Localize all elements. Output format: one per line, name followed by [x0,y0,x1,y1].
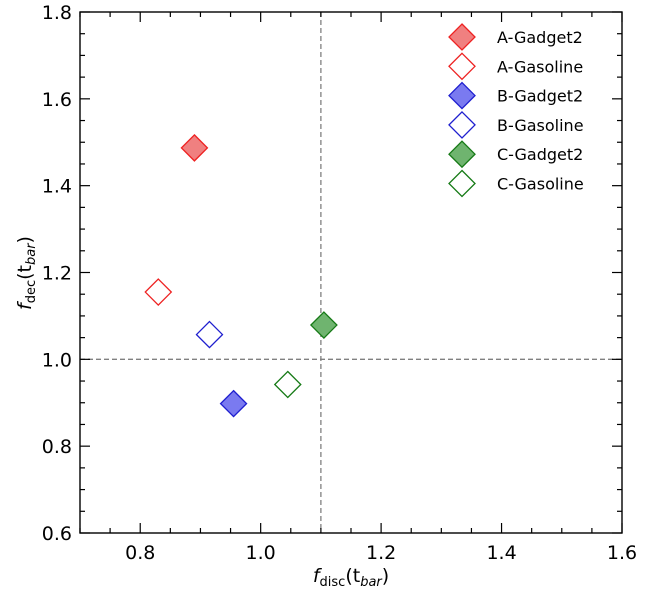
legend-marker-b-gadget2 [448,81,476,110]
y-tick-label: 0.8 [42,436,72,458]
legend-marker-a-gasoline [448,52,476,81]
y-tick-label: 1.8 [42,2,72,24]
x-tick-label: 1.2 [366,542,396,564]
legend-label-a-gasoline: A-Gasoline [497,57,583,76]
y-tick-label: 1.0 [42,349,72,371]
y-tick-label: 1.4 [42,176,72,198]
data-point-a-gadget2 [180,133,209,162]
x-axis-label: fdisc(tbar) [313,565,389,590]
legend-label-c-gasoline: C-Gasoline [497,175,584,194]
y-tick-label: 1.6 [42,89,72,111]
plot-frame [79,11,623,534]
legend-marker-c-gadget2 [448,140,476,169]
legend-label-c-gadget2: C-Gadget2 [497,145,583,164]
reference-lines [80,12,622,533]
legend-marker-c-gasoline [448,169,476,198]
data-point-a-gasoline [144,278,173,306]
x-tick-label: 1.4 [486,542,516,564]
x-tick-label: 1.0 [246,542,276,564]
legend-label-b-gadget2: B-Gadget2 [497,87,583,106]
data-point-c-gadget2 [309,311,338,339]
data-points [144,133,338,418]
y-axis-label: fdec(tbar) [14,236,39,310]
legend-marker-b-gasoline [448,110,476,139]
data-point-c-gasoline [273,370,302,399]
data-point-b-gasoline [195,320,224,349]
legend-label-b-gasoline: B-Gasoline [497,116,584,135]
x-tick-label: 0.8 [125,542,155,564]
tick-labels: 0.8 1.0 1.2 1.4 1.6 0.6 0.8 1.0 1.2 1.4 1.6 1.8 [42,2,637,564]
legend-label-a-gadget2: A-Gadget2 [497,28,583,47]
y-tick-label: 1.2 [42,263,72,285]
data-point-b-gadget2 [219,389,248,418]
y-tick-label: 0.6 [42,523,72,545]
x-tick-label: 1.6 [607,542,637,564]
legend: A-Gadget2 A-Gasoline B-Gadget2 B-Gasoline C-… [448,23,584,198]
legend-marker-a-gadget2 [448,23,476,51]
